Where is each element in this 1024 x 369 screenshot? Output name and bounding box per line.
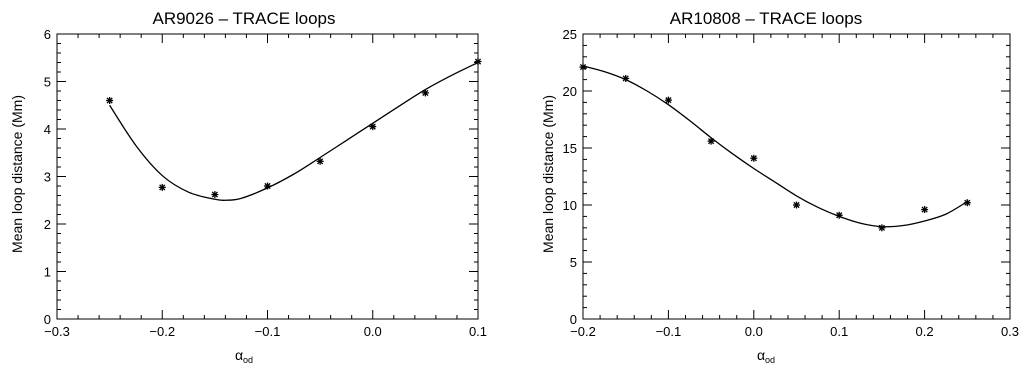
data-point — [707, 137, 715, 145]
data-point-stroke — [474, 58, 482, 65]
x-tick-label: 0.1 — [469, 324, 487, 339]
data-point-stroke — [878, 224, 885, 231]
plot-area: −0.3 −0.2 −0.1 0.0 0.1 0 1 2 3 4 5 6 — [44, 27, 487, 339]
data-point — [750, 154, 758, 162]
data-point-stroke — [793, 201, 800, 209]
data-point — [316, 157, 324, 165]
chart-panel-ar10808: AR10808 – TRACE loops Mean loop distance… — [540, 9, 1019, 365]
data-point-stroke — [264, 182, 271, 190]
y-tick-label: 6 — [44, 27, 51, 42]
data-point-stroke — [622, 75, 629, 82]
y-tick-label: 1 — [44, 265, 51, 280]
x-tick-label: 0.1 — [830, 324, 848, 339]
y-tick-label: 2 — [44, 217, 51, 232]
data-point — [369, 123, 377, 131]
x-tick-label: 0.2 — [916, 324, 934, 339]
y-tick-label: 5 — [570, 255, 577, 270]
y-tick-label: 5 — [44, 75, 51, 90]
x-tick-label: 0.0 — [745, 324, 763, 339]
data-point — [664, 96, 672, 104]
plot-frame — [56, 33, 479, 320]
y-tick-label: 0 — [570, 312, 577, 327]
data-point — [474, 58, 482, 66]
data-point-stroke — [836, 212, 843, 219]
data-point — [793, 201, 800, 209]
x-tick-label: −0.2 — [149, 324, 175, 339]
chart-title: AR10808 – TRACE loops — [670, 9, 862, 28]
data-point — [921, 206, 929, 214]
data-point — [158, 183, 166, 191]
data-point — [421, 89, 429, 97]
x-axis-subscript: od — [243, 355, 253, 365]
x-axis-label: αod — [235, 347, 253, 365]
x-tick-label: −0.2 — [570, 324, 596, 339]
x-tick-label: −0.1 — [255, 324, 281, 339]
data-point — [211, 191, 219, 199]
data-point-stroke — [106, 97, 113, 104]
x-axis-symbol: α — [757, 347, 765, 363]
x-tick-label: −0.3 — [44, 324, 70, 339]
y-tick-label: 0 — [44, 312, 51, 327]
data-point — [106, 97, 114, 104]
x-axis-label: αod — [757, 347, 775, 365]
x-tick-label: 0.0 — [364, 324, 382, 339]
y-axis-label: Mean loop distance (Mm) — [9, 95, 25, 253]
data-point-stroke — [750, 155, 757, 162]
chart-panel-ar9026: AR9026 – TRACE loops Mean loop distance … — [9, 9, 487, 365]
data-point-stroke — [964, 199, 971, 206]
x-tick-label: 0.3 — [1001, 324, 1019, 339]
data-point-stroke — [665, 97, 672, 104]
plot-frame — [582, 33, 1011, 320]
data-point — [622, 74, 630, 82]
y-tick-label: 3 — [44, 170, 51, 185]
fit-curve-line — [109, 61, 479, 202]
y-tick-label: 10 — [563, 198, 577, 213]
data-point-stroke — [159, 184, 166, 191]
data-point-stroke — [422, 89, 429, 96]
chart-title: AR9026 – TRACE loops — [152, 9, 335, 28]
data-point — [963, 199, 971, 207]
data-point-stroke — [921, 206, 928, 213]
data-point-stroke — [369, 123, 376, 130]
x-tick-label: −0.1 — [656, 324, 682, 339]
data-point — [264, 182, 271, 190]
data-point — [579, 63, 587, 71]
data-point — [878, 224, 886, 232]
y-tick-label: 15 — [563, 141, 577, 156]
data-point-stroke — [708, 138, 715, 145]
x-axis-subscript: od — [765, 355, 775, 365]
y-tick-label: 20 — [563, 84, 577, 99]
data-point — [835, 211, 843, 219]
y-tick-label: 25 — [563, 27, 577, 42]
fit-curve-line — [582, 65, 968, 228]
x-axis-symbol: α — [235, 347, 243, 363]
y-tick-label: 4 — [44, 122, 51, 137]
y-axis-label: Mean loop distance (Mm) — [540, 95, 556, 253]
data-point-stroke — [211, 191, 218, 198]
plot-area: −0.2 −0.1 0.0 0.1 0.2 0.3 0 5 10 15 20 25 — [563, 27, 1020, 339]
data-point-stroke — [317, 158, 324, 165]
data-point-stroke — [579, 63, 587, 71]
